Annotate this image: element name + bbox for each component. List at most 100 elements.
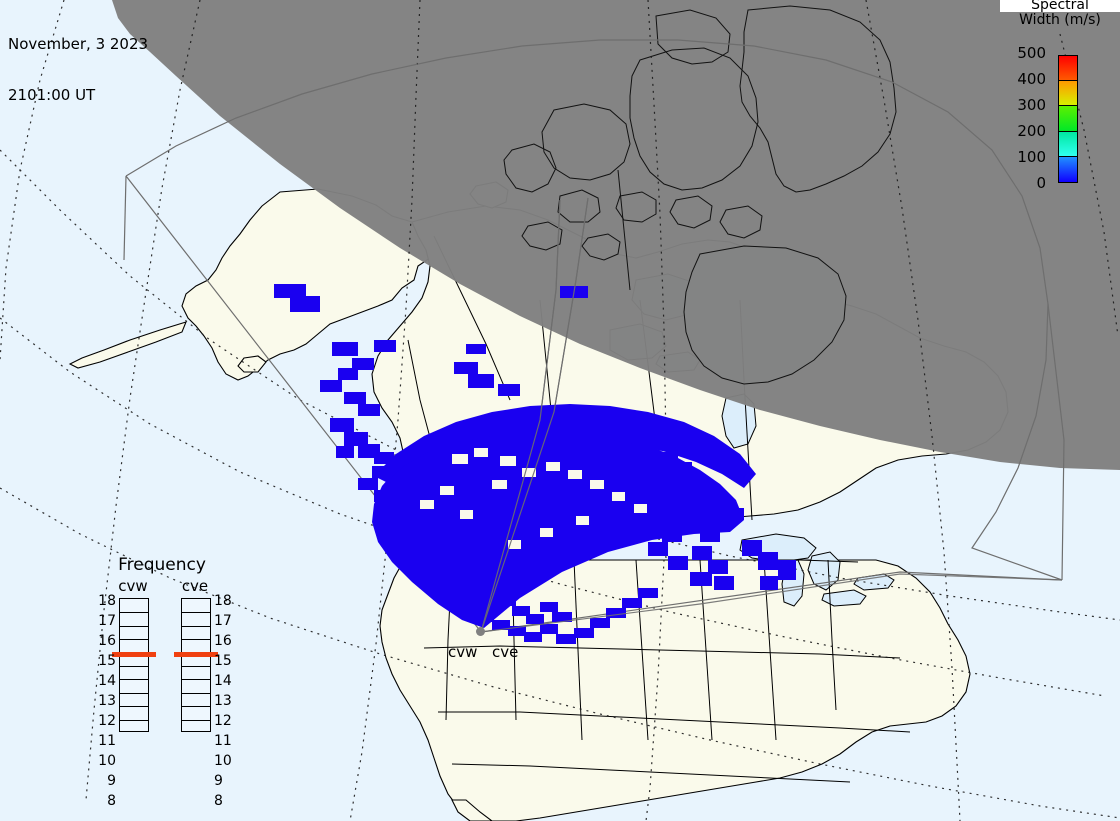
frequency-column-label-cve: cve <box>181 577 209 595</box>
radar-fov-overlay <box>480 197 1063 633</box>
data-cell <box>448 566 466 578</box>
data-cell <box>760 576 778 590</box>
data-cell <box>656 452 678 464</box>
data-cell <box>680 444 700 454</box>
freq-tick: 17 <box>98 613 116 629</box>
data-gap <box>440 486 454 495</box>
data-cell <box>540 602 558 612</box>
data-cell <box>468 374 494 388</box>
timestamp-time: 2101:00 UT <box>8 86 96 104</box>
data-cell <box>536 416 560 428</box>
timestamp-date: November, 3 2023 <box>8 35 149 53</box>
freq-tick: 14 <box>98 673 116 689</box>
freq-tick: 15 <box>98 653 116 669</box>
colorbar-tick-300: 300 <box>1017 96 1046 114</box>
freq-tick: 9 <box>214 773 223 789</box>
colorbar-title-strip <box>1000 0 1120 12</box>
freq-tick: 9 <box>107 773 116 789</box>
freq-tick: 15 <box>214 653 232 669</box>
freq-tick: 11 <box>98 733 116 749</box>
data-cell <box>742 540 762 556</box>
data-cell <box>638 588 658 598</box>
fov-south-overlay <box>480 573 1063 633</box>
data-cell <box>466 344 486 354</box>
data-cell <box>358 404 380 416</box>
freq-tick: 12 <box>214 713 232 729</box>
data-cell <box>518 412 540 424</box>
fov-west-closure <box>123 175 127 261</box>
data-cell <box>424 530 442 542</box>
data-cell <box>700 528 720 542</box>
data-cell <box>508 626 526 636</box>
freq-tick: 13 <box>214 693 232 709</box>
data-cell <box>658 486 680 500</box>
radar-site-label-cve: cve <box>492 643 519 661</box>
data-cell <box>470 590 486 600</box>
spectral-width-colorbar-panel: Spectral Width (m/s) 500 400 300 200 100… <box>1000 0 1120 200</box>
data-gap <box>568 470 582 479</box>
graticule-lon-3 <box>349 0 421 821</box>
data-gap <box>522 468 536 477</box>
data-cell <box>778 560 796 580</box>
data-cell <box>648 542 668 556</box>
border-us-horizontal-2 <box>438 711 911 733</box>
data-cell <box>594 416 618 428</box>
data-gap <box>546 462 560 471</box>
frequency-panel-title: Frequency <box>118 555 206 575</box>
data-cell <box>492 620 510 630</box>
night-coastlines <box>503 5 897 385</box>
data-cell <box>574 628 594 638</box>
colorbar-title-line2: Width (m/s) <box>1019 12 1101 28</box>
freq-tick: 14 <box>214 673 232 689</box>
data-gap <box>452 454 468 464</box>
freq-tick: 10 <box>98 753 116 769</box>
data-cell <box>540 624 558 634</box>
freq-tick: 18 <box>214 593 232 609</box>
graticule-lon-1 <box>0 0 65 361</box>
data-cell <box>344 392 366 404</box>
border-us-horizontal-3 <box>451 763 851 783</box>
radar-data-cells-group <box>274 284 796 644</box>
freq-tick: 10 <box>214 753 232 769</box>
data-fan-upper <box>374 404 756 488</box>
data-cell <box>374 452 394 464</box>
data-cell <box>692 546 712 560</box>
border-us-vertical-3 <box>573 559 583 741</box>
fov-east-closure <box>1047 303 1065 581</box>
freq-tick: 13 <box>98 693 116 709</box>
data-cell <box>498 596 516 606</box>
data-cell <box>486 584 502 594</box>
fov-cvw-overlay <box>480 199 561 633</box>
data-cell <box>686 514 706 528</box>
data-cell <box>498 384 520 396</box>
data-cell <box>410 520 428 532</box>
border-us-horizontal-1 <box>423 645 901 659</box>
data-cell <box>552 612 572 622</box>
radar-station-dot <box>476 627 485 636</box>
data-cell <box>708 560 728 574</box>
data-cell <box>320 380 342 392</box>
data-cell <box>672 500 694 514</box>
colorbar-tick-labels: 500 400 300 200 100 0 <box>1000 40 1054 192</box>
data-gap <box>500 456 516 466</box>
land-alaska-peninsula <box>68 321 187 369</box>
data-cell <box>556 412 578 424</box>
data-cell <box>690 572 712 586</box>
data-gap <box>508 540 521 549</box>
colorbar-tick-0: 0 <box>1036 174 1046 192</box>
frequency-scale-cve <box>181 598 211 732</box>
data-cell <box>512 606 530 616</box>
freq-tick: 17 <box>214 613 232 629</box>
colorbar-segment-300-400 <box>1059 81 1077 107</box>
night-terminator-overlay <box>0 0 1120 470</box>
data-gap <box>634 504 647 513</box>
data-cell <box>344 432 368 446</box>
data-cell <box>590 618 610 628</box>
freq-tick: 16 <box>98 633 116 649</box>
data-cell <box>758 552 778 570</box>
data-gap <box>576 516 589 525</box>
data-cell <box>374 340 396 352</box>
graticule-lat-3 <box>0 487 1120 819</box>
